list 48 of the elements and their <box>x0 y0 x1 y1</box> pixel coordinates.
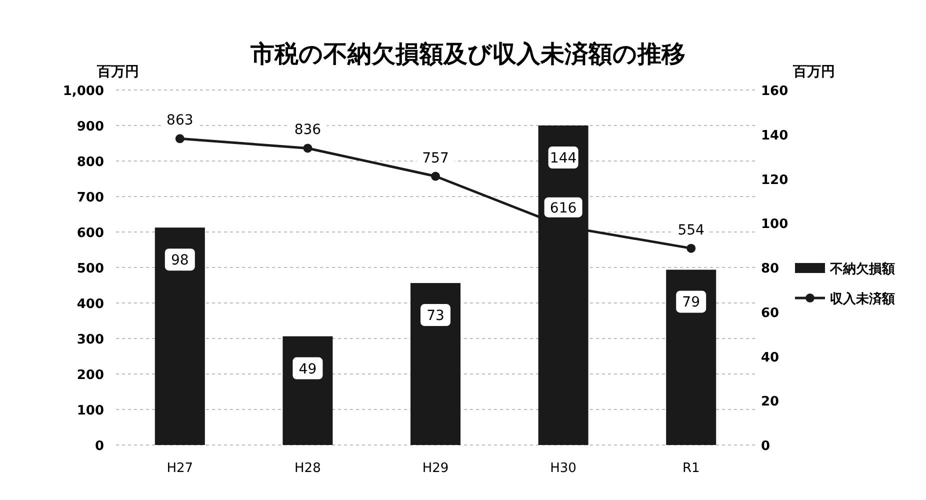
data-label: 144 <box>550 150 577 166</box>
data-label: 554 <box>678 222 705 238</box>
data-label: 98 <box>170 252 189 269</box>
y-axis-title: 百万円 <box>96 64 139 80</box>
y2-tick-label: 0 <box>761 439 770 454</box>
data-label: 757 <box>422 150 449 166</box>
legend-label: 収入未済額 <box>830 291 895 307</box>
y2-tick-label: 40 <box>761 350 780 366</box>
legend-label: 不納欠損額 <box>829 261 895 277</box>
data-label: 836 <box>294 122 322 138</box>
y-tick-label: 700 <box>76 190 104 206</box>
y2-tick-label: 20 <box>761 394 780 410</box>
point <box>431 172 440 181</box>
x-tick-label: H28 <box>294 461 321 476</box>
point <box>686 244 696 253</box>
y-tick-label: 0 <box>94 439 104 454</box>
y-tick-label: 500 <box>76 262 104 276</box>
data-label: 49 <box>298 361 317 378</box>
y-tick-label: 1,000 <box>62 84 104 99</box>
y-tick-label: 200 <box>76 368 104 383</box>
y-tick-label: 100 <box>76 404 104 418</box>
y-tick-label: 400 <box>76 297 104 312</box>
y2-tick-label: 160 <box>761 84 788 99</box>
y2-tick-label: 120 <box>761 172 788 188</box>
chart-title: 市税の不納欠損額及び収入未済額の推移 <box>250 40 686 68</box>
x-tick-label: R1 <box>682 461 700 476</box>
y-tick-label: 300 <box>76 332 104 348</box>
bar <box>410 283 460 445</box>
x-tick-label: H30 <box>550 461 576 476</box>
y2-tick-label: 80 <box>761 262 780 276</box>
data-label: 73 <box>426 308 444 324</box>
bar <box>282 336 333 445</box>
bar <box>666 270 716 445</box>
y-tick-label: 900 <box>76 120 104 134</box>
y2-tick-label: 100 <box>761 217 788 232</box>
data-label: 616 <box>550 200 577 216</box>
y2-tick-label: 60 <box>761 306 780 321</box>
point <box>175 134 184 144</box>
y2-tick-label: 140 <box>761 128 788 144</box>
point <box>303 144 312 153</box>
data-label: 79 <box>682 294 700 311</box>
y-tick-label: 600 <box>76 226 104 241</box>
x-tick-label: H27 <box>166 461 194 476</box>
x-tick-label: H29 <box>422 461 449 476</box>
bar <box>154 228 205 445</box>
data-label: 863 <box>166 112 194 129</box>
y2-axis-title: 百万円 <box>792 64 835 80</box>
y-tick-label: 800 <box>76 155 104 170</box>
